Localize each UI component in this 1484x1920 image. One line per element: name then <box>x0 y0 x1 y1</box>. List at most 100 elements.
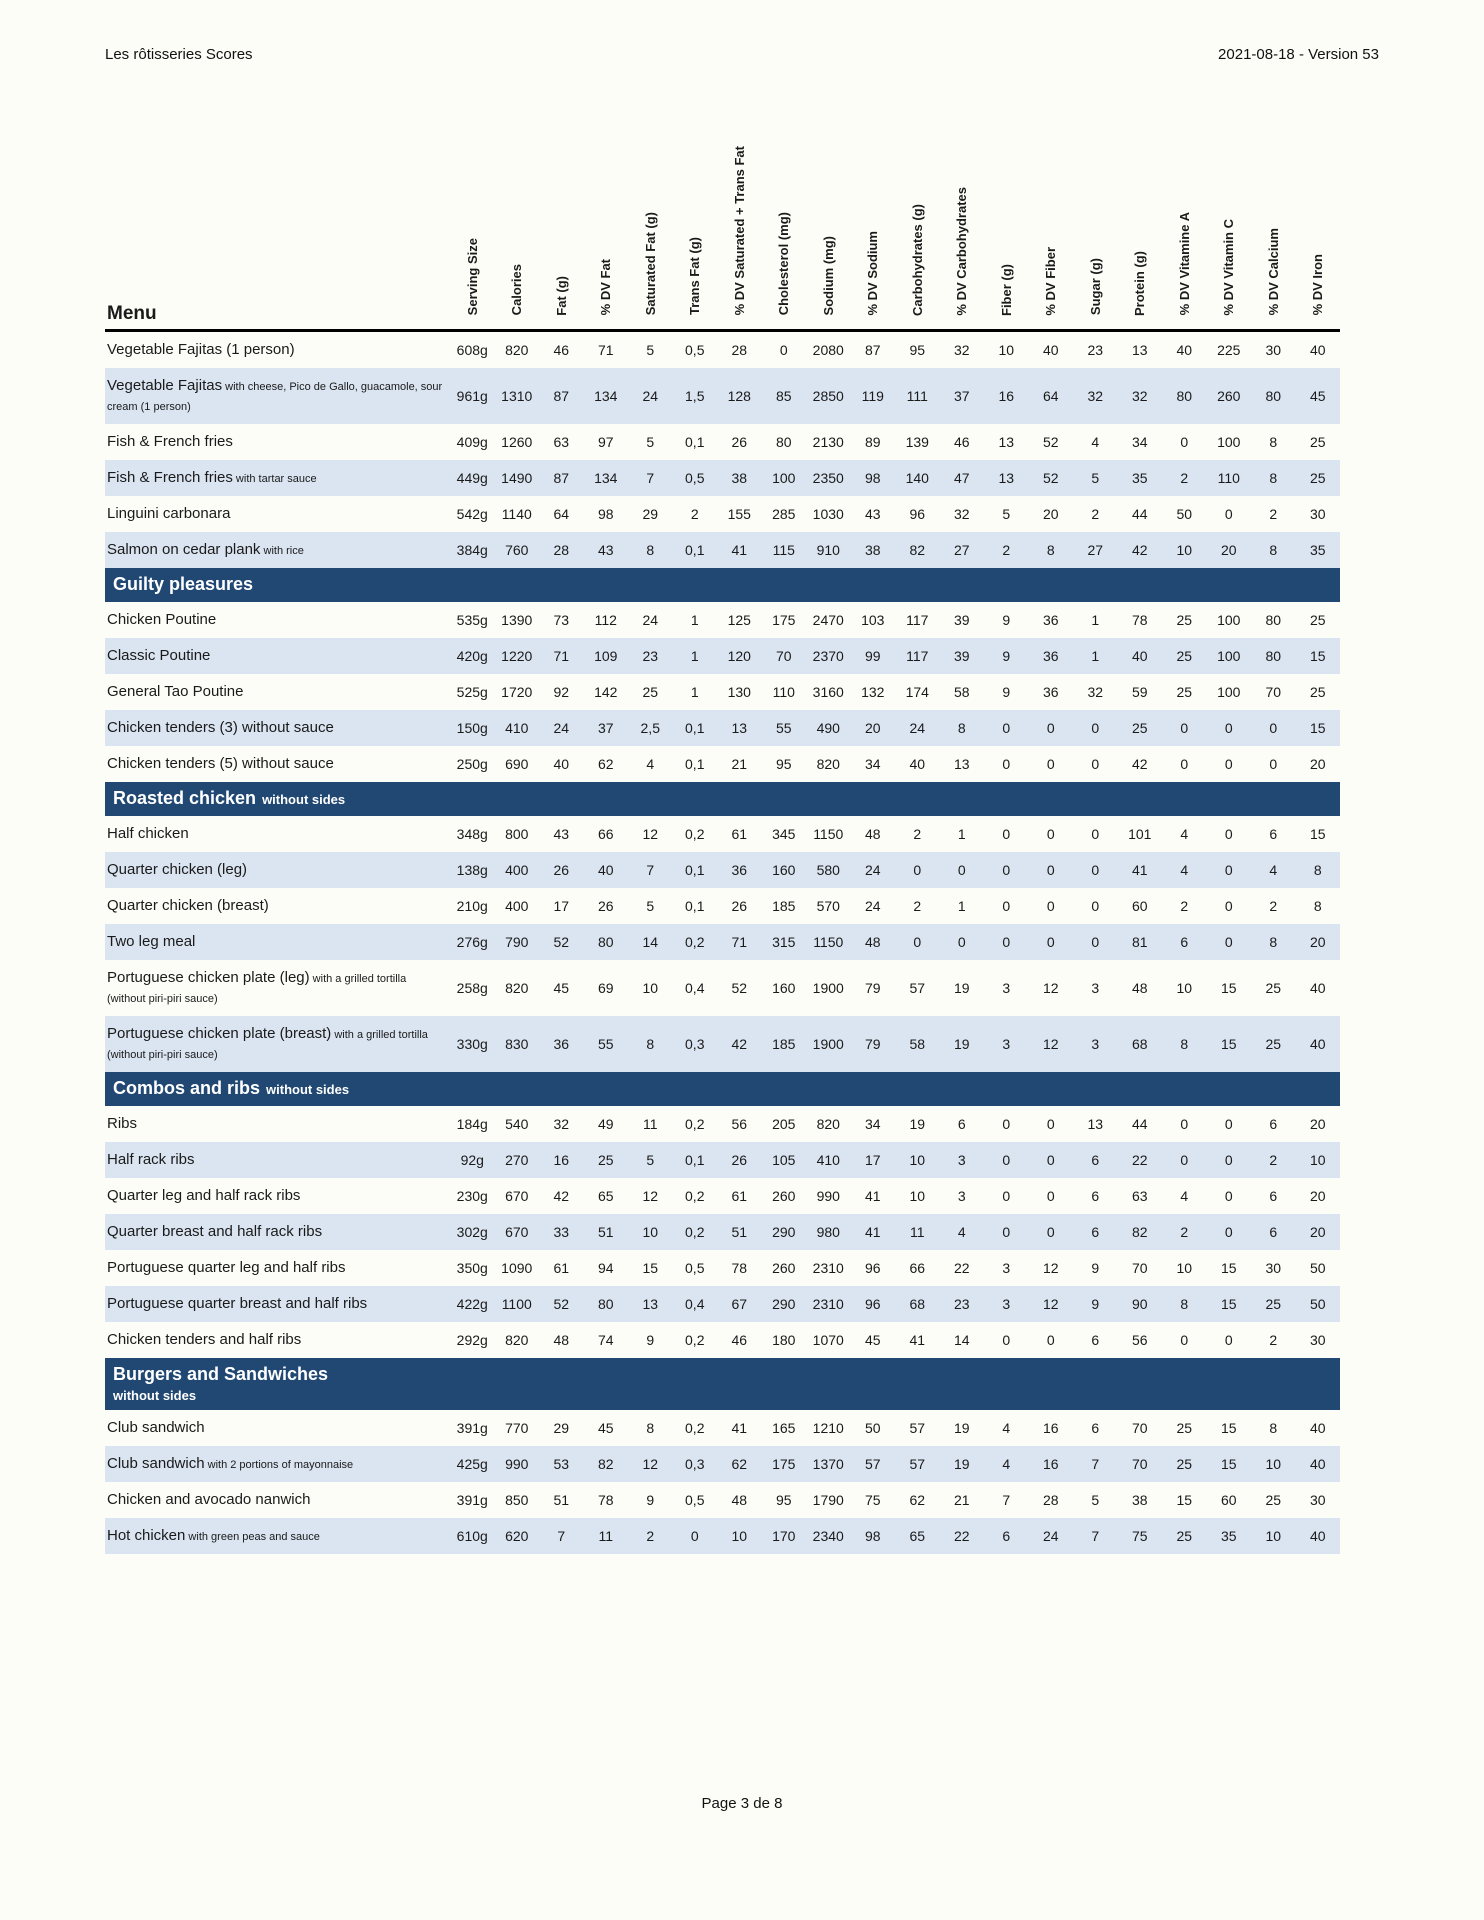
nutrition-value: 40 <box>1309 979 1326 996</box>
nutrition-value: 52 <box>539 923 584 960</box>
nutrition-value: 41 <box>731 1419 748 1436</box>
table-header-row: Menu Serving Size Calories Fat (g) % DV Fat… <box>105 116 1340 332</box>
menu-item-title: Quarter breast and half rack ribs <box>107 1222 323 1240</box>
section-header-row: Combos and ribs without sides <box>105 1071 1340 1106</box>
nutrition-value: 20 <box>1295 923 1340 960</box>
nutrition-value: 6 <box>1269 1115 1278 1132</box>
nutrition-value: 41 <box>717 531 762 568</box>
nutrition-value: 94 <box>597 1259 614 1276</box>
nutrition-value: 9 <box>1002 611 1011 628</box>
nutrition-value: 45 <box>1295 367 1340 424</box>
nutrition-value: 2,5 <box>628 709 673 746</box>
nutrition-value: 410 <box>494 709 539 746</box>
menu-item-title: Hot chicken <box>107 1526 186 1544</box>
nutrition-value: 90 <box>1117 1285 1162 1322</box>
nutrition-value: 13 <box>1131 341 1148 358</box>
nutrition-value: 29 <box>642 505 659 522</box>
nutrition-value: 1310 <box>494 367 539 424</box>
nutrition-value: 24 <box>628 367 673 424</box>
page-number: Page 3 de 8 <box>701 1795 783 1812</box>
nutrition-value: 184g <box>456 1115 488 1132</box>
nutrition-value: 87 <box>539 459 584 496</box>
nutrition-value: 58 <box>895 1015 940 1072</box>
nutrition-value: 6 <box>1073 1141 1118 1178</box>
nutrition-value: 92g <box>450 1141 495 1178</box>
nutrition-value: 0 <box>1028 1213 1073 1250</box>
nutrition-value: 2 <box>913 825 922 842</box>
menu-item-name: Half chicken <box>105 816 450 852</box>
nutrition-value: 1 <box>1073 637 1118 674</box>
nutrition-value: 1720 <box>501 683 533 700</box>
nutrition-value: 850 <box>505 1491 529 1508</box>
nutrition-value: 0,1 <box>672 1141 717 1178</box>
nutrition-value: 820 <box>816 755 840 772</box>
nutrition-value: 48 <box>864 825 881 842</box>
nutrition-value: 490 <box>806 709 851 746</box>
menu-item-note: with cheese, Pico de Gallo, guacamole, s… <box>107 380 443 413</box>
nutrition-value: 25 <box>1309 433 1326 450</box>
nutrition-value: 4 <box>1091 433 1100 450</box>
nutrition-value: 175 <box>772 611 796 628</box>
column-header-label: % DV Fiber <box>1043 246 1059 316</box>
nutrition-value: 82 <box>583 1445 628 1482</box>
nutrition-value: 6 <box>1091 1331 1100 1348</box>
nutrition-value: 210g <box>456 897 488 914</box>
table-row: Quarter chicken (breast) 210g 400 17 26 5 0,1 2… <box>105 888 1340 924</box>
nutrition-value: 57 <box>895 1445 940 1482</box>
nutrition-value: 3 <box>984 1285 1029 1322</box>
nutrition-value: 71 <box>597 341 614 358</box>
nutrition-value: 39 <box>939 637 984 674</box>
nutrition-value: 2310 <box>812 1259 844 1276</box>
nutrition-value: 0,4 <box>685 979 705 996</box>
nutrition-value: 1 <box>957 897 966 914</box>
column-header-label: % DV Iron <box>1310 254 1326 316</box>
nutrition-value: 15 <box>1295 637 1340 674</box>
menu-item-title: General Tao Poutine <box>107 682 244 700</box>
nutrition-value: 10 <box>642 979 659 996</box>
nutrition-value: 33 <box>539 1213 584 1250</box>
column-header: Trans Fat (g) <box>672 116 717 332</box>
nutrition-value: 21 <box>731 755 748 772</box>
nutrition-value: 24 <box>895 709 940 746</box>
nutrition-table: Menu Serving Size Calories Fat (g) % DV Fat… <box>105 116 1340 1554</box>
nutrition-value: 1 <box>672 637 717 674</box>
nutrition-value: 0 <box>1206 851 1251 888</box>
nutrition-value: 20 <box>1309 1115 1326 1132</box>
menu-item-name: General Tao Poutine <box>105 674 450 710</box>
nutrition-value: 315 <box>761 923 806 960</box>
menu-item-name: Fish & French fries with tartar sauce <box>105 459 450 496</box>
column-header-label: % DV Saturated + Trans Fat <box>731 146 747 316</box>
nutrition-value: 139 <box>905 433 929 450</box>
nutrition-value: 61 <box>731 825 748 842</box>
nutrition-value: 138g <box>450 851 495 888</box>
nutrition-value: 26 <box>731 433 748 450</box>
nutrition-value: 0,2 <box>685 1419 705 1436</box>
nutrition-value: 40 <box>583 851 628 888</box>
nutrition-value: 1900 <box>806 1015 851 1072</box>
nutrition-value: 0 <box>1073 923 1118 960</box>
nutrition-value: 410 <box>806 1141 851 1178</box>
nutrition-value: 74 <box>597 1331 614 1348</box>
nutrition-value: 0,1 <box>685 433 705 450</box>
nutrition-value: 9 <box>1073 1285 1118 1322</box>
nutrition-value: 36 <box>717 851 762 888</box>
nutrition-value: 75 <box>1117 1517 1162 1554</box>
table-row: Fish & French fries with tartar sauce 449… <box>105 459 1340 496</box>
nutrition-value: 420g <box>450 637 495 674</box>
menu-item-title: Portuguese chicken plate (breast) <box>107 1024 332 1042</box>
nutrition-value: 8 <box>628 1015 673 1072</box>
nutrition-value: 45 <box>553 979 570 996</box>
nutrition-value: 40 <box>1309 1419 1326 1436</box>
menu-item-note: with tartar sauce <box>232 472 317 485</box>
nutrition-value: 34 <box>1131 433 1148 450</box>
nutrition-value: 0,2 <box>672 1213 717 1250</box>
nutrition-value: 1150 <box>806 923 851 960</box>
nutrition-value: 41 <box>864 1187 881 1204</box>
column-header-label: Trans Fat (g) <box>687 237 703 316</box>
nutrition-value: 32 <box>1087 683 1104 700</box>
nutrition-value: 1 <box>690 611 699 628</box>
nutrition-value: 2 <box>1091 505 1100 522</box>
nutrition-value: 82 <box>895 531 940 568</box>
nutrition-value: 12 <box>628 1445 673 1482</box>
nutrition-value: 70 <box>1131 1419 1148 1436</box>
